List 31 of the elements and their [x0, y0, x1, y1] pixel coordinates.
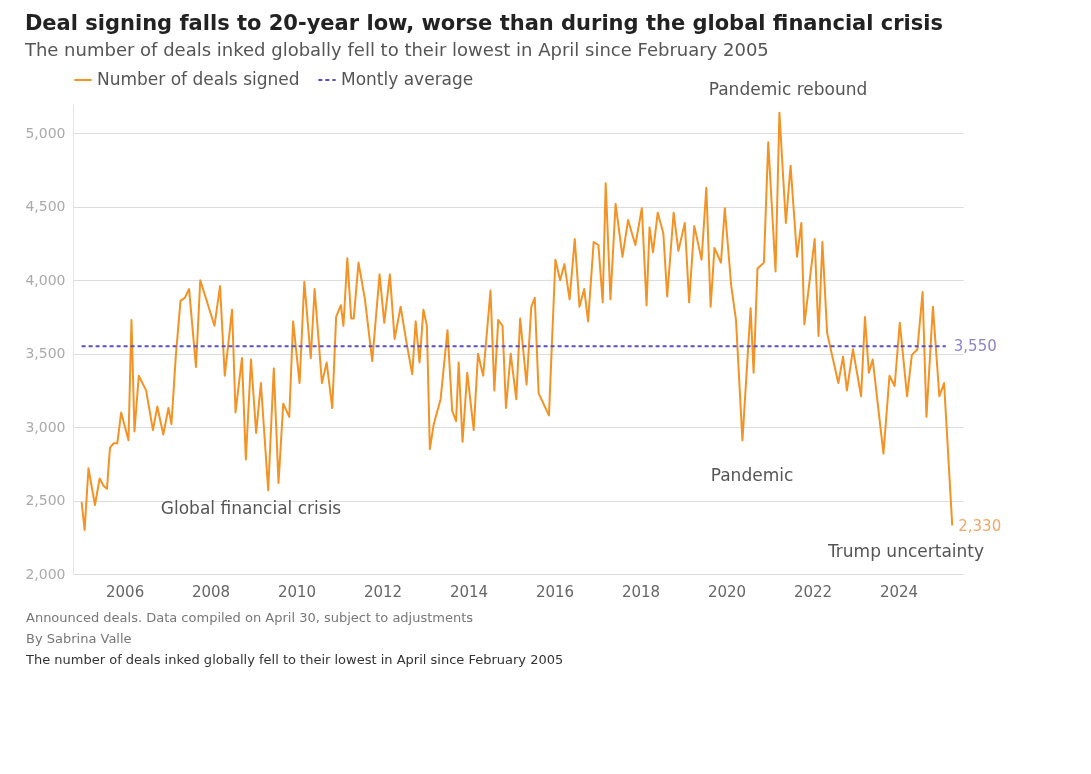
y-tick-label: 4,500 — [25, 198, 66, 215]
x-tick-label: 2014 — [449, 582, 489, 601]
data-label: 3,550 — [953, 337, 997, 356]
y-tick-label: 3,500 — [25, 345, 66, 362]
x-tick-label: 2016 — [535, 582, 575, 601]
y-tick-label: 2,000 — [25, 565, 66, 582]
text: By Sabrina Valle — [26, 631, 133, 646]
annotation: Pandemic — [710, 465, 794, 485]
x-tick-label: 2024 — [879, 582, 919, 601]
x-tick-label: 2012 — [363, 582, 403, 601]
line-series — [80, 111, 954, 531]
legend-label: Number of deals signed — [97, 69, 300, 89]
x-tick-label: 2022 — [793, 582, 833, 601]
x-tick-label: 2008 — [191, 582, 231, 601]
text: Announced deals. Data compiled on April 30, subject to adjustments — [26, 610, 475, 625]
x-tick-label: 2006 — [106, 582, 145, 601]
legend-label: Montly average — [341, 69, 474, 89]
annotation: Trump uncertainty — [826, 541, 985, 561]
x-tick-label: 2018 — [621, 582, 661, 601]
text: The number of deals inked globally fell to their lowest in April since February 2005 — [26, 652, 565, 667]
x-tick-label: 2020 — [707, 582, 747, 601]
y-tick-label: 3,000 — [25, 418, 66, 435]
y-tick-label: 5,000 — [25, 124, 66, 141]
chart-title: Deal signing falls to 20-year low, worse than during the global financial crisis — [24, 11, 943, 35]
x-tick-label: 2010 — [277, 582, 317, 601]
y-tick-label: 2,500 — [25, 492, 66, 509]
annotation: 2,330 — [958, 516, 1002, 535]
annotation: Global financial crisis — [160, 498, 342, 518]
y-tick-label: 4,000 — [25, 271, 66, 288]
text: Pandemic rebound — [708, 79, 868, 99]
chart-subtitle: The number of deals inked globally fell to their lowest in April since February 2005 — [23, 39, 769, 60]
